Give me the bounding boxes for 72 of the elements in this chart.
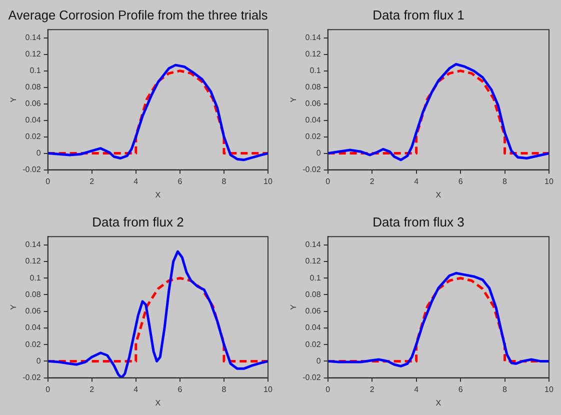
y-tick-label: 0.14 (305, 33, 322, 42)
y-tick-label: -0.02 (302, 165, 322, 174)
y-axis-title: Y (9, 304, 18, 310)
y-tick-label: 0.08 (25, 82, 42, 92)
y-tick-label: 0.06 (25, 99, 42, 108)
x-tick-label: 10 (264, 176, 273, 186)
x-tick-label: 0 (46, 384, 51, 394)
chart-title: Data from flux 1 (372, 7, 464, 22)
x-tick-label: 4 (134, 384, 139, 394)
y-tick-label: 0.14 (25, 33, 42, 42)
y-tick-label: 0.04 (25, 323, 42, 332)
y-tick-label: 0.12 (25, 256, 42, 266)
x-tick-label: 0 (326, 176, 331, 186)
x-axis-title: X (155, 398, 162, 408)
y-tick-label: -0.02 (22, 373, 42, 382)
x-axis-title: X (436, 398, 442, 408)
y-tick-label: 0.08 (305, 290, 322, 299)
x-tick-label: 8 (502, 176, 508, 186)
y-tick-label: 0 (36, 148, 42, 158)
y-tick-label: 0.1 (30, 273, 42, 282)
y-tick-label: 0.02 (25, 132, 42, 142)
y-tick-label: 0.02 (305, 132, 322, 142)
y-tick-label: 0.02 (305, 340, 322, 349)
x-tick-label: 6 (178, 176, 183, 186)
y-axis-title: Y (289, 304, 298, 310)
y-tick-label: 0.08 (25, 290, 42, 299)
y-tick-label: 0.06 (305, 306, 322, 316)
y-axis-title: Y (9, 96, 18, 102)
x-tick-label: 6 (178, 384, 183, 394)
x-tick-label: 10 (544, 384, 554, 394)
x-tick-label: 2 (370, 384, 375, 394)
y-tick-label: 0.1 (310, 66, 322, 76)
x-tick-label: 8 (222, 384, 227, 394)
y-tick-label: 0.12 (305, 256, 322, 266)
x-tick-label: 10 (544, 176, 554, 186)
y-tick-label: 0.14 (25, 240, 42, 250)
x-tick-label: 2 (370, 176, 375, 186)
x-axis-title: X (436, 190, 442, 200)
x-tick-label: 10 (264, 384, 273, 394)
chart-title: Data from flux 2 (92, 214, 184, 230)
y-tick-label: 0.1 (30, 66, 42, 76)
y-axis-title: Y (289, 96, 298, 102)
x-tick-label: 0 (326, 384, 331, 394)
y-tick-label: 0 (316, 356, 322, 366)
y-tick-label: 0.06 (25, 306, 42, 316)
y-tick-label: 0 (36, 356, 42, 366)
y-tick-label: 0.06 (305, 99, 322, 108)
x-tick-label: 8 (502, 384, 508, 394)
x-tick-label: 0 (46, 176, 51, 186)
y-tick-label: 0.12 (305, 50, 322, 59)
x-tick-label: 6 (458, 384, 464, 394)
x-tick-label: 8 (222, 176, 227, 186)
y-tick-label: 0.04 (305, 323, 322, 332)
y-tick-label: 0.02 (25, 340, 42, 349)
x-tick-label: 4 (414, 384, 420, 394)
y-tick-label: 0.08 (305, 82, 322, 92)
y-tick-label: 0.04 (305, 116, 322, 125)
chart-title: Average Corrosion Profile from the three trials (8, 7, 268, 22)
y-tick-label: -0.02 (302, 373, 322, 382)
x-tick-label: 2 (90, 176, 95, 186)
x-tick-label: 4 (414, 176, 420, 186)
x-tick-label: 6 (458, 176, 464, 186)
x-tick-label: 2 (90, 384, 95, 394)
x-axis-title: X (155, 190, 162, 200)
chart-title: Data from flux 3 (372, 214, 464, 230)
y-tick-label: -0.02 (22, 165, 42, 174)
y-tick-label: 0 (316, 148, 322, 158)
x-tick-label: 4 (134, 176, 139, 186)
y-tick-label: 0.12 (25, 50, 42, 59)
y-tick-label: 0.14 (305, 240, 322, 250)
y-tick-label: 0.04 (25, 116, 42, 125)
y-tick-label: 0.1 (310, 273, 322, 282)
